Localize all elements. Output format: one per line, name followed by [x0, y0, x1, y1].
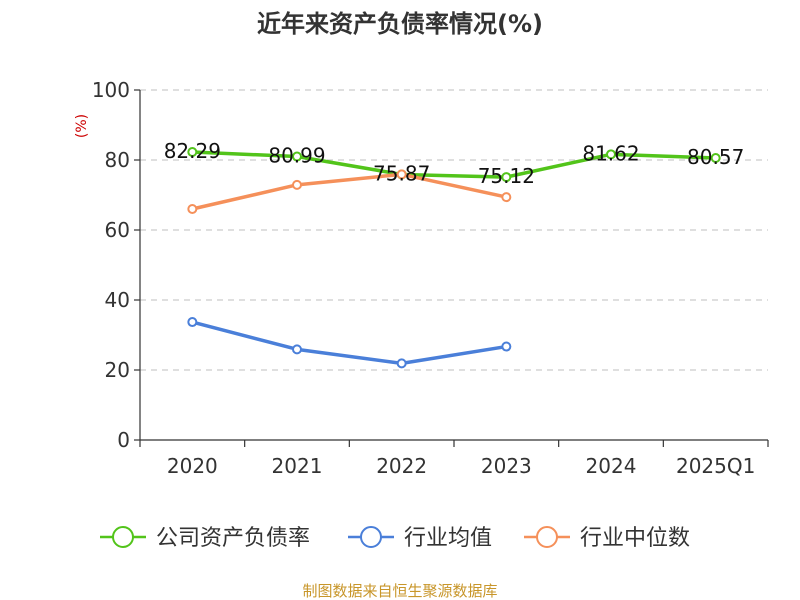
chart-title: 近年来资产负债率情况(%): [257, 10, 543, 38]
series-line-1: [191, 320, 507, 366]
y-tick-label: 80: [105, 148, 130, 172]
data-point: [606, 149, 616, 160]
y-tick-label: 100: [92, 78, 130, 102]
legend-item: 行业中位数: [524, 526, 690, 551]
legend-label: 行业均值: [404, 526, 492, 551]
legend-swatch-marker: [360, 526, 382, 548]
legend-label: 公司资产负债率: [156, 526, 310, 551]
legend-item: 公司资产负债率: [100, 526, 310, 551]
legend-swatch-marker: [536, 526, 558, 548]
x-tick-label: 2022: [376, 454, 427, 478]
legend: 公司资产负债率 行业均值 行业中位数: [100, 526, 690, 551]
data-point: [501, 341, 512, 352]
grid-lines: [140, 89, 768, 371]
data-label: 75.12: [478, 164, 535, 188]
y-tick-label: 0: [117, 428, 130, 452]
x-tick-label: 2020: [167, 454, 218, 478]
series-line-2: [191, 172, 507, 211]
source-note: 制图数据来自恒生聚源数据库: [302, 582, 497, 600]
series-line-0: [192, 150, 716, 179]
x-tick-label: 2025Q1: [676, 454, 755, 478]
data-point: [396, 169, 407, 180]
legend-item: 行业均值: [348, 526, 492, 551]
data-point: [292, 179, 302, 190]
x-tick-label: 2024: [586, 454, 637, 478]
x-tick-label: 2021: [272, 454, 323, 478]
data-point: [187, 317, 198, 328]
data-label: 82.29: [164, 139, 221, 163]
y-tick-label: 20: [105, 358, 130, 382]
data-label: 81.62: [582, 141, 639, 165]
legend-label: 行业中位数: [580, 526, 690, 551]
axes: 0 20 40 60 80 100 2020 2021 2022 2023 2024 2025Q1: [92, 78, 769, 478]
y-axis-unit-label: (%): [74, 114, 90, 138]
data-point: [710, 153, 721, 164]
data-label: 80.99: [268, 144, 325, 168]
series-lines: [187, 146, 721, 369]
data-point: [292, 151, 302, 162]
data-point: [501, 192, 512, 203]
y-tick-label: 40: [105, 288, 130, 312]
data-point: [187, 146, 198, 157]
data-label: 80.57: [687, 145, 744, 169]
data-label: 75.87: [373, 161, 430, 185]
data-point: [292, 344, 302, 355]
data-point: [396, 358, 407, 369]
data-point: [501, 172, 512, 183]
data-point: [187, 204, 198, 214]
x-tick-label: 2023: [481, 454, 532, 478]
legend-swatch-marker: [112, 526, 134, 548]
data-labels: 82.29 80.99 75.87 75.12 81.62 80.57: [164, 139, 745, 188]
y-tick-label: 60: [105, 218, 130, 242]
